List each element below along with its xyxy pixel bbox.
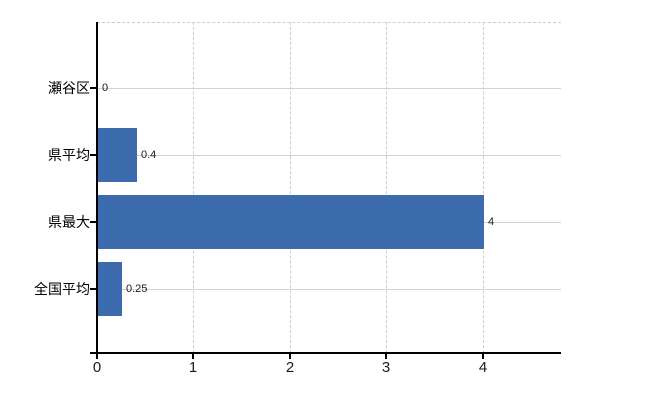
horizontal-gridline xyxy=(97,88,561,89)
category-label: 県最大 xyxy=(48,214,90,230)
x-tick-label: 2 xyxy=(285,359,295,376)
x-axis-tick xyxy=(482,352,484,359)
bar-value-label: 4 xyxy=(488,216,495,228)
y-axis-tick xyxy=(90,288,96,290)
bar-県最大 xyxy=(98,195,484,249)
x-axis-tick xyxy=(385,352,387,359)
plot-area: 0 0.4 4 0.25 xyxy=(97,22,561,353)
y-axis-line xyxy=(96,22,98,353)
x-tick-label: 3 xyxy=(381,359,391,376)
bar-value-label: 0 xyxy=(102,82,109,94)
bar-value-label: 0.25 xyxy=(126,283,148,295)
x-axis-tick xyxy=(289,352,291,359)
x-tick-label: 4 xyxy=(478,359,488,376)
x-tick-label: 1 xyxy=(188,359,198,376)
vertical-gridline xyxy=(290,22,291,353)
bar-value-label: 0.4 xyxy=(141,149,157,161)
bar-県平均 xyxy=(98,128,137,182)
plot-top-border xyxy=(97,22,561,23)
y-axis-tick xyxy=(90,221,96,223)
y-axis-tick xyxy=(90,87,96,89)
x-axis-line xyxy=(90,352,561,354)
horizontal-gridline xyxy=(97,289,561,290)
x-tick-label: 0 xyxy=(92,359,102,376)
x-axis-tick xyxy=(96,352,98,359)
y-axis-tick xyxy=(90,154,96,156)
category-label: 全国平均 xyxy=(34,281,90,297)
category-label: 瀬谷区 xyxy=(48,80,90,96)
bar-全国平均 xyxy=(98,262,122,316)
vertical-gridline xyxy=(386,22,387,353)
vertical-gridline xyxy=(483,22,484,353)
category-label: 県平均 xyxy=(48,147,90,163)
x-axis-tick xyxy=(192,352,194,359)
horizontal-gridline xyxy=(97,155,561,156)
vertical-gridline xyxy=(193,22,194,353)
